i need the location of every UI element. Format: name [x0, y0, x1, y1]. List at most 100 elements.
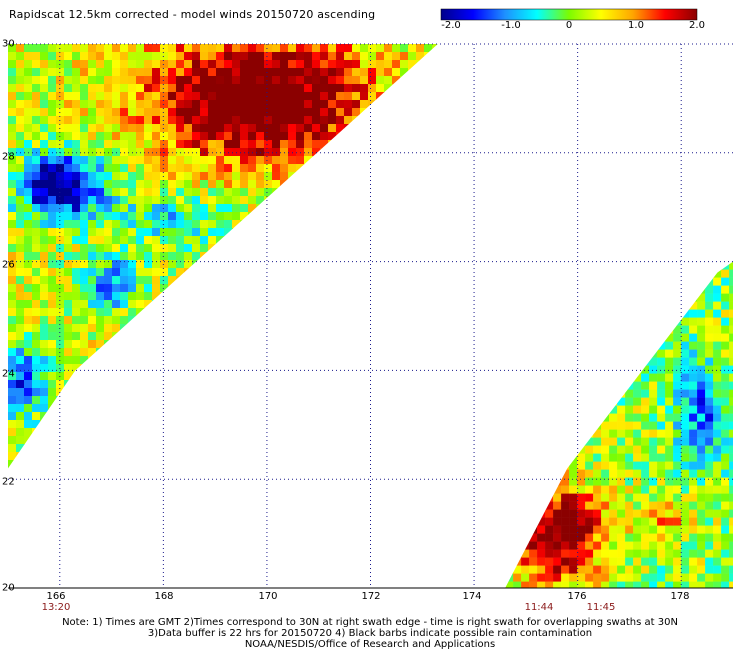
wind-cell: [48, 308, 57, 317]
wind-cell: [352, 436, 361, 445]
wind-cell: [569, 285, 578, 294]
wind-cell: [328, 324, 337, 333]
wind-cell: [633, 333, 642, 342]
wind-cell: [280, 204, 289, 213]
wind-cell: [96, 148, 105, 157]
wind-cell: [240, 380, 249, 389]
wind-cell: [200, 212, 209, 221]
wind-cell: [272, 196, 281, 205]
wind-cell: [392, 140, 401, 149]
wind-cell: [689, 261, 698, 270]
wind-cell: [24, 60, 33, 69]
lon-label: 176: [567, 591, 587, 602]
wind-cell: [160, 196, 169, 205]
wind-cell: [80, 412, 89, 421]
wind-cell: [40, 172, 49, 181]
wind-cell: [280, 156, 289, 165]
wind-cell: [545, 493, 554, 502]
wind-cell: [112, 404, 121, 413]
wind-cell: [336, 212, 345, 221]
wind-cell: [136, 220, 145, 229]
wind-cell: [232, 412, 241, 421]
wind-cell: [272, 276, 281, 285]
wind-cell: [432, 44, 438, 53]
wind-cell: [577, 485, 586, 494]
wind-cell: [392, 428, 401, 437]
wind-cell: [40, 284, 49, 293]
wind-cell: [384, 164, 393, 173]
wind-cell: [200, 236, 209, 245]
wind-cell: [625, 461, 634, 470]
wind-cell: [617, 469, 626, 478]
wind-cell: [360, 356, 369, 365]
wind-cell: [120, 52, 129, 61]
wind-cell: [48, 60, 57, 69]
wind-cell: [288, 172, 297, 181]
wind-cell: [721, 381, 730, 390]
wind-cell: [240, 204, 249, 213]
wind-cell: [224, 76, 233, 85]
wind-cell: [64, 68, 73, 77]
wind-cell: [376, 380, 385, 389]
wind-cell: [32, 268, 41, 277]
wind-cell: [96, 396, 105, 405]
wind-cell: [577, 349, 586, 358]
wind-cell: [577, 333, 586, 342]
wind-cell: [152, 468, 161, 469]
wind-cell: [264, 188, 273, 197]
wind-cell: [352, 68, 361, 77]
wind-cell: [224, 404, 233, 413]
wind-cell: [272, 268, 281, 277]
wind-cell: [8, 324, 17, 333]
wind-cell: [200, 268, 209, 277]
wind-cell: [200, 284, 209, 293]
wind-cell: [713, 317, 722, 326]
wind-cell: [408, 364, 417, 373]
wind-cell: [128, 340, 137, 349]
wind-cell: [360, 84, 369, 93]
wind-cell: [545, 509, 554, 518]
east-swath: [505, 261, 733, 588]
wind-cell: [400, 300, 409, 309]
wind-cell: [553, 357, 562, 366]
wind-cell: [288, 228, 297, 237]
wind-cell: [152, 452, 161, 461]
wind-cell: [64, 332, 73, 341]
wind-cell: [721, 493, 730, 502]
wind-cell: [104, 452, 113, 461]
wind-cell: [120, 316, 129, 325]
wind-cell: [521, 373, 530, 382]
wind-cell: [633, 493, 642, 502]
wind-cell: [609, 341, 618, 350]
wind-cell: [569, 557, 578, 566]
wind-cell: [72, 52, 81, 61]
wind-cell: [280, 180, 289, 189]
wind-cell: [72, 468, 81, 469]
wind-cell: [424, 444, 433, 453]
wind-cell: [400, 348, 409, 357]
wind-cell: [601, 357, 610, 366]
wind-cell: [112, 356, 121, 365]
wind-cell: [232, 460, 241, 469]
wind-cell: [304, 284, 313, 293]
wind-cell: [328, 60, 337, 69]
wind-cell: [160, 396, 169, 405]
wind-cell: [368, 292, 377, 301]
wind-cell: [8, 452, 17, 461]
wind-cell: [384, 308, 393, 317]
wind-cell: [673, 581, 682, 588]
wind-cell: [601, 261, 610, 270]
wind-cell: [513, 285, 522, 294]
wind-cell: [360, 404, 369, 413]
wind-cell: [521, 437, 530, 446]
wind-cell: [665, 309, 674, 318]
wind-cell: [120, 268, 129, 277]
wind-cell: [16, 380, 25, 389]
wind-cell: [633, 453, 642, 462]
wind-cell: [8, 164, 17, 173]
wind-cell: [641, 277, 650, 286]
wind-cell: [553, 293, 562, 302]
wind-cell: [416, 436, 425, 445]
wind-cell: [96, 84, 105, 93]
wind-cell: [673, 573, 682, 582]
